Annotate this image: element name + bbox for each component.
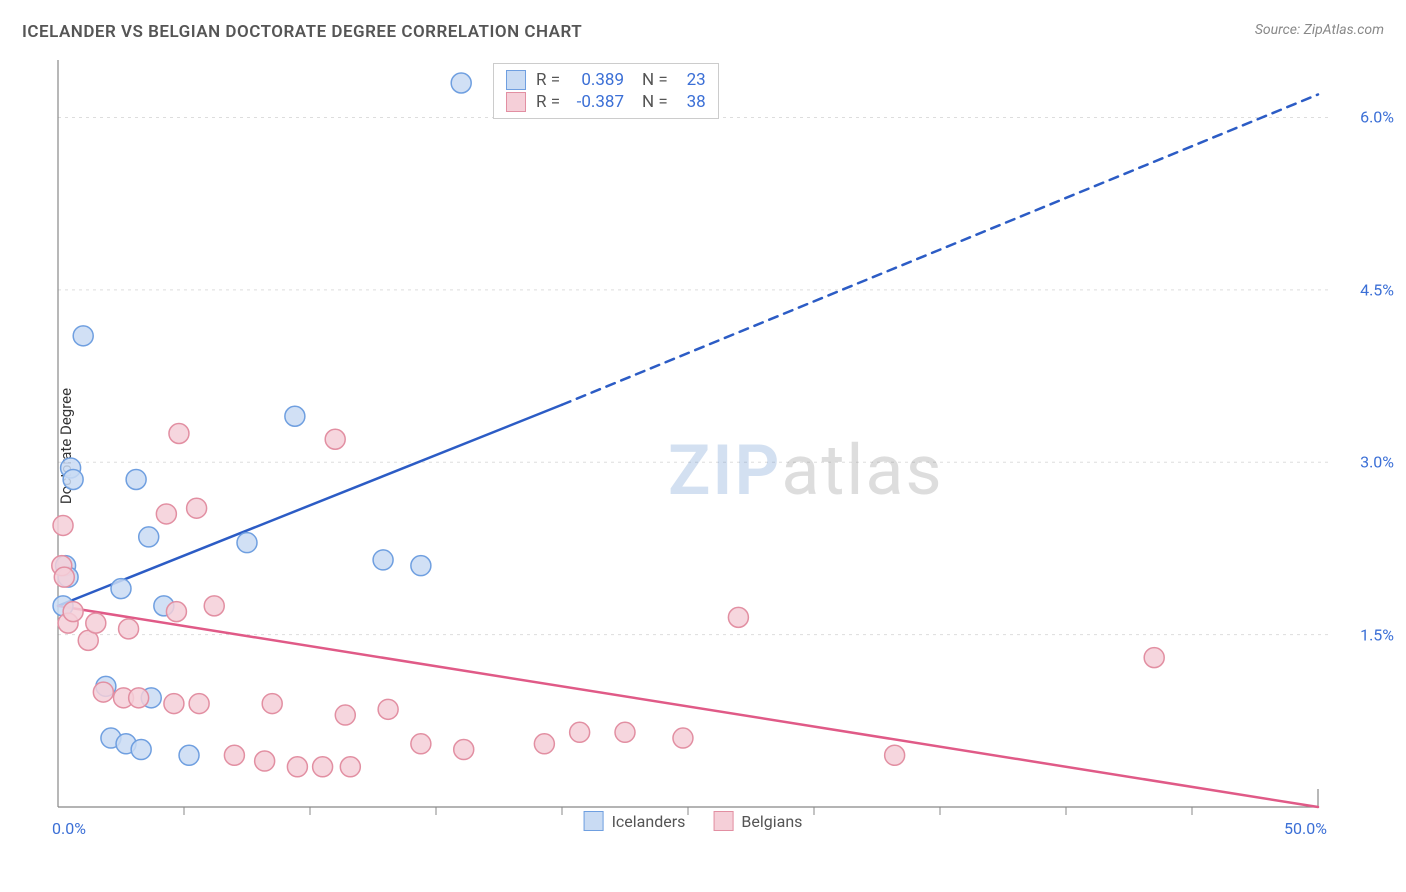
legend-label: Icelanders (612, 812, 686, 831)
x-axis-max-label: 50.0% (1284, 819, 1327, 838)
n-label: N = (642, 92, 668, 112)
legend-label: Belgians (741, 812, 802, 831)
legend-swatch (584, 811, 604, 831)
scatter-plot: R =0.389N =23R =-0.387N =38 ZIPatlas 0.0… (48, 55, 1338, 835)
y-tick-label: 4.5% (1360, 280, 1394, 299)
chart-svg (48, 55, 1338, 835)
y-tick-label: 6.0% (1360, 108, 1394, 127)
n-value: 38 (678, 92, 706, 112)
legend-swatch (713, 811, 733, 831)
series-swatch (506, 92, 526, 112)
source-attribution: Source: ZipAtlas.com (1255, 22, 1384, 38)
r-label: R = (536, 70, 560, 90)
legend-item: Belgians (713, 811, 802, 831)
r-label: R = (536, 92, 560, 112)
n-value: 23 (678, 70, 706, 90)
chart-title: ICELANDER VS BELGIAN DOCTORATE DEGREE CO… (22, 22, 582, 42)
series-swatch (506, 70, 526, 90)
n-label: N = (642, 70, 668, 90)
legend-item: Icelanders (584, 811, 686, 831)
x-axis-min-label: 0.0% (52, 819, 86, 838)
stats-row: R = 0.389 N = 23 (506, 70, 706, 90)
r-value: 0.389 (570, 70, 624, 90)
series-legend: Icelanders Belgians (584, 811, 803, 831)
r-value: -0.387 (570, 92, 624, 112)
y-tick-label: 1.5% (1360, 625, 1394, 644)
y-tick-label: 3.0% (1360, 453, 1394, 472)
correlation-stats-box: R = 0.389 N = 23 R = -0.387 N = 38 (493, 63, 719, 119)
stats-row: R = -0.387 N = 38 (506, 92, 706, 112)
